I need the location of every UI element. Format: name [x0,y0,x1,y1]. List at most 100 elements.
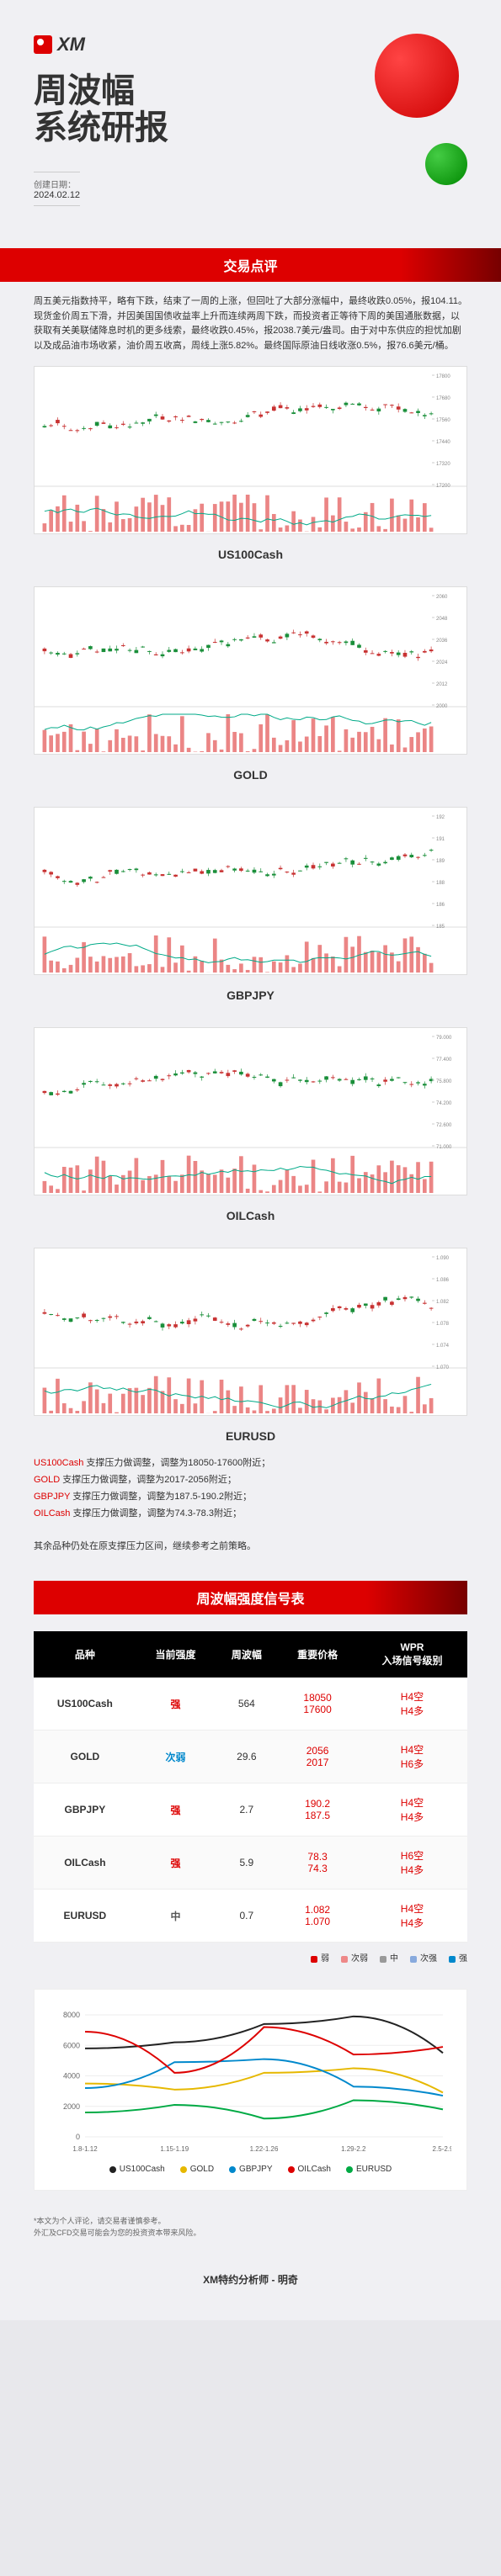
signal-header: 周波幅强度信号表 [196,1593,304,1607]
adjustment-line: US100Cash 支撑压力做调整，调整为18050-17600附近； [34,1455,467,1472]
wave-legend-dot-icon [109,2166,116,2173]
legend-dot-icon [410,1956,417,1963]
svg-text:17560: 17560 [436,418,450,423]
adjustment-text: 支撑压力做调整，调整为187.5-190.2附近； [70,1492,252,1502]
chart-title: GOLD [0,761,501,794]
wave-legend-label: US100Cash [120,2165,165,2174]
header: XM 周波幅 系统研报 创建日期： 2024.02.12 [0,0,501,223]
adjustment-text: 支撑压力做调整，调整为74.3-78.3附近； [70,1508,242,1519]
svg-text:2000: 2000 [436,704,448,709]
wave-legend-label: OILCash [298,2165,331,2174]
signal-strength: 中 [136,1890,216,1943]
wave-chart-legend: US100CashGOLDGBPJPYOILCashEURUSD [51,2165,450,2174]
svg-text:4000: 4000 [63,2072,80,2080]
adjustment-symbol: GOLD [34,1475,60,1485]
legend-item: 弱 [311,1951,329,1964]
svg-text:71.000: 71.000 [436,1145,452,1150]
svg-text:1.29-2.2: 1.29-2.2 [341,2145,366,2153]
section-bar-commentary: 交易点评 [0,248,501,282]
price-chart: 206020482036202420122000 [34,586,467,755]
signal-range: 2.7 [215,1784,278,1837]
signal-symbol: EURUSD [34,1890,136,1943]
svg-text:2012: 2012 [436,682,448,687]
commentary-text: 周五美元指数持平，略有下跌，结束了一周的上涨，但回吐了大部分涨幅中，最终收跌0.… [0,294,501,353]
wave-legend-item: GOLD [180,2165,214,2174]
signal-table: 品种当前强度周波幅重要价格WPR入场信号级别 US100Cash强5641805… [34,1631,467,1943]
signal-strength: 次弱 [136,1731,216,1784]
svg-text:17680: 17680 [436,396,450,401]
signal-wpr: H4空H4多 [357,1678,467,1731]
adjustment-symbol: OILCash [34,1508,70,1519]
svg-text:185: 185 [436,925,445,930]
signal-symbol: GOLD [34,1731,136,1784]
svg-text:77.400: 77.400 [436,1057,452,1063]
signal-row: EURUSD中0.71.0821.070H4空H4多 [34,1890,467,1943]
svg-text:17440: 17440 [436,440,450,445]
legend-item: 强 [449,1951,467,1964]
svg-text:1.070: 1.070 [436,1365,450,1370]
wave-legend-dot-icon [346,2166,353,2173]
svg-text:191: 191 [436,837,445,842]
strength-legend: 弱 次弱 中 次强 强 [0,1943,501,1972]
signal-col-header: WPR入场信号级别 [357,1631,467,1678]
title-line1: 周波幅 [34,72,135,109]
svg-text:1.22-1.26: 1.22-1.26 [250,2145,279,2153]
footer-analyst: XM特约分析师 - 明奇 [0,2255,501,2320]
adjustment-text: 支撑压力做调整，调整为2017-2056附近； [60,1475,237,1485]
chart-title: US100Cash [0,541,501,574]
adjustment-line: GOLD 支撑压力做调整，调整为2017-2056附近； [34,1472,467,1489]
adjustments-block: US100Cash 支撑压力做调整，调整为18050-17600附近；GOLD … [0,1455,501,1556]
svg-text:17320: 17320 [436,462,450,467]
svg-text:2024: 2024 [436,660,448,665]
svg-text:1.15-1.19: 1.15-1.19 [160,2145,189,2153]
wave-legend-label: EURUSD [356,2165,392,2174]
legend-label: 中 [390,1954,398,1964]
svg-text:2000: 2000 [63,2102,80,2111]
signal-row: US100Cash强5641805017600H4空H4多 [34,1678,467,1731]
legend-dot-icon [380,1956,386,1963]
signal-col-header: 周波幅 [215,1631,278,1678]
signal-prices: 190.2187.5 [278,1784,357,1837]
wave-legend-dot-icon [288,2166,295,2173]
signal-col-header: 重要价格 [278,1631,357,1678]
svg-text:6000: 6000 [63,2041,80,2049]
signal-range: 0.7 [215,1890,278,1943]
adjustment-symbol: US100Cash [34,1458,83,1468]
price-chart: 17800 17680 17560 17440 17320 17200 [34,366,467,534]
wave-legend-item: US100Cash [109,2165,165,2174]
svg-text:0: 0 [76,2133,80,2141]
svg-text:17200: 17200 [436,484,450,489]
signal-table-section: 品种当前强度周波幅重要价格WPR入场信号级别 US100Cash强5641805… [34,1631,467,1943]
svg-text:74.200: 74.200 [436,1101,452,1106]
svg-text:1.8-1.12: 1.8-1.12 [72,2145,98,2153]
svg-text:17800: 17800 [436,374,450,379]
adjustment-footer: 其余品种仍处在原支撑压力区间，继续参考之前策略。 [34,1541,256,1551]
signal-range: 564 [215,1678,278,1731]
legend-label: 次强 [420,1954,437,1964]
chart-title: EURUSD [0,1423,501,1455]
svg-text:186: 186 [436,903,445,908]
signal-strength: 强 [136,1837,216,1890]
wave-chart: 020004000600080001.8-1.121.15-1.191.22-1… [34,1989,467,2191]
date-value: 2024.02.12 [34,190,80,200]
svg-text:1.090: 1.090 [436,1256,450,1261]
legend-label: 次弱 [351,1954,368,1964]
svg-text:192: 192 [436,815,445,820]
chart-title: GBPJPY [0,982,501,1015]
svg-text:75.800: 75.800 [436,1079,452,1084]
wave-chart-svg: 020004000600080001.8-1.121.15-1.191.22-1… [51,2006,451,2158]
signal-range: 29.6 [215,1731,278,1784]
signal-prices: 78.374.3 [278,1837,357,1890]
signal-row: GOLD次弱29.620562017H4空H6多 [34,1731,467,1784]
disclaimer-line: 外汇及CFD交易可能会为您的投资资本带来风险。 [34,2228,467,2239]
signal-prices: 1.0821.070 [278,1890,357,1943]
svg-text:1.082: 1.082 [436,1300,450,1305]
svg-text:189: 189 [436,859,445,864]
svg-text:1.074: 1.074 [436,1344,450,1349]
signal-col-header: 当前强度 [136,1631,216,1678]
title-line2: 系统研报 [34,109,168,146]
signal-wpr: H6空H4多 [357,1837,467,1890]
logo-text: XM [57,34,85,56]
signal-symbol: US100Cash [34,1678,136,1731]
signal-range: 5.9 [215,1837,278,1890]
